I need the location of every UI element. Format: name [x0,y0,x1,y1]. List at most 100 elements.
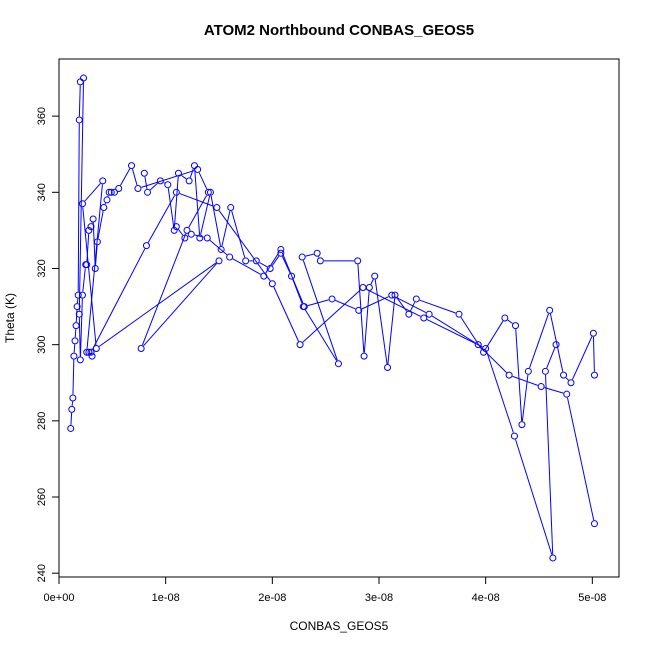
data-point [512,322,520,330]
data-point [83,348,91,356]
series-segment [132,168,138,186]
series-segment [363,291,370,353]
series-segment [419,299,456,314]
data-point [549,554,557,562]
series-segment [361,296,389,310]
data-point [546,306,554,314]
series-segment [515,439,553,555]
series-segment [507,319,513,324]
data-point [420,314,428,322]
data-point [277,245,285,253]
data-point [298,253,306,261]
data-point [76,78,84,86]
data-point [91,264,99,272]
series-segment [163,182,165,184]
x-axis: 0e+00 1e-08 2e-08 3e-08 4e-08 5e-08 [44,576,606,604]
series-segment [566,397,595,521]
data-point [88,352,96,360]
series-segment [485,320,504,350]
series-segment [98,262,217,347]
data-point [74,291,82,299]
data-point [87,223,95,231]
data-point [137,344,145,352]
data-point [316,257,324,265]
chart-title: ATOM2 Northbound CONBAS_GEOS5 [204,22,474,39]
data-point [227,204,235,212]
series-segment [515,329,523,422]
series-segment [387,298,396,364]
data-point [76,356,84,364]
data-point [359,284,367,292]
y-axis: 240 260 280 300 320 340 360 [36,107,60,582]
data-point [164,181,172,189]
data-point [204,188,212,196]
data-point [590,371,598,379]
series-segment [141,170,195,188]
data-point [196,234,204,242]
data-point [266,264,274,272]
series-segment [167,188,175,227]
data-point [181,234,189,242]
data-point [89,215,97,223]
series-segment [394,296,427,314]
series-segment [273,286,300,342]
series-segment [77,123,80,292]
data-point [334,360,342,368]
x-tick-label: 2e-08 [258,592,286,604]
data-point [260,272,268,280]
series-segment [181,174,187,180]
series-segment [549,313,564,372]
data-point [217,245,225,253]
data-point [524,367,532,375]
data-point [296,341,304,349]
data-point [510,432,518,440]
y-tick-label: 260 [36,488,48,506]
data-point [206,188,214,196]
data-point [70,352,78,360]
series-segment [210,195,221,246]
data-point [170,226,178,234]
data-point [140,169,148,177]
series-segment [307,299,329,307]
data-point [100,204,108,212]
data-point [185,177,193,185]
series-segment [141,233,187,346]
y-tick-label: 340 [36,183,48,201]
data-point [474,341,482,349]
data-point [215,257,223,265]
data-point [391,291,399,299]
series-segment [97,210,104,239]
data-point [83,261,91,269]
data-point [567,379,575,387]
series-segment [74,329,77,338]
data-point [183,226,191,234]
data-point [67,424,75,432]
data-point [213,204,221,212]
data-point [71,337,79,345]
x-tick-label: 0e+00 [44,592,75,604]
series-segment [592,336,595,372]
data-point [72,322,80,330]
data-point [75,116,83,124]
data-point [425,310,433,318]
y-tick-label: 360 [36,107,48,125]
data-point [563,390,571,398]
data-point [268,280,276,288]
data-point [80,74,88,82]
plot-frame [58,58,620,578]
series-segment [194,169,201,235]
data-point [174,169,182,177]
data-point [300,303,308,311]
series-segment [302,289,361,343]
data-point [87,348,95,356]
series-segment [426,319,483,348]
series-segment [147,195,176,243]
x-axis-label: CONBAS_GEOS5 [290,619,389,633]
series-segment [82,207,97,345]
data-point [107,188,115,196]
x-tick-label: 1e-08 [152,592,180,604]
series-segment [72,359,75,395]
series-segment [365,288,421,317]
data-point [134,185,142,192]
data-point [482,344,490,352]
